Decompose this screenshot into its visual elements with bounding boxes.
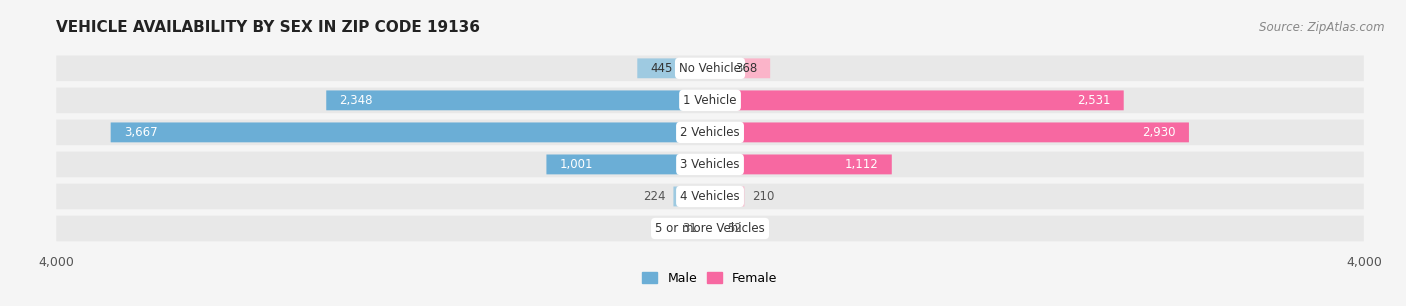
FancyBboxPatch shape: [56, 120, 1364, 145]
Text: 1 Vehicle: 1 Vehicle: [683, 94, 737, 107]
FancyBboxPatch shape: [710, 91, 1123, 110]
Text: 2,930: 2,930: [1142, 126, 1175, 139]
Text: No Vehicle: No Vehicle: [679, 62, 741, 75]
FancyBboxPatch shape: [56, 151, 1364, 177]
Legend: Male, Female: Male, Female: [637, 267, 783, 290]
Text: 4 Vehicles: 4 Vehicles: [681, 190, 740, 203]
Text: VEHICLE AVAILABILITY BY SEX IN ZIP CODE 19136: VEHICLE AVAILABILITY BY SEX IN ZIP CODE …: [56, 20, 481, 35]
Text: 445: 445: [651, 62, 672, 75]
Text: 3,667: 3,667: [124, 126, 157, 139]
Text: 224: 224: [643, 190, 665, 203]
Text: 1,112: 1,112: [845, 158, 879, 171]
FancyBboxPatch shape: [56, 88, 1364, 113]
FancyBboxPatch shape: [111, 122, 710, 142]
Text: 31: 31: [682, 222, 697, 235]
Text: 2,348: 2,348: [339, 94, 373, 107]
FancyBboxPatch shape: [547, 155, 710, 174]
FancyBboxPatch shape: [710, 187, 744, 206]
FancyBboxPatch shape: [56, 216, 1364, 241]
Text: 2,531: 2,531: [1077, 94, 1111, 107]
Text: 210: 210: [752, 190, 775, 203]
FancyBboxPatch shape: [56, 184, 1364, 209]
Text: Source: ZipAtlas.com: Source: ZipAtlas.com: [1260, 21, 1385, 34]
Text: 1,001: 1,001: [560, 158, 593, 171]
Text: 3 Vehicles: 3 Vehicles: [681, 158, 740, 171]
FancyBboxPatch shape: [673, 187, 710, 206]
FancyBboxPatch shape: [710, 122, 1189, 142]
FancyBboxPatch shape: [326, 91, 710, 110]
FancyBboxPatch shape: [710, 58, 770, 78]
Text: 5 or more Vehicles: 5 or more Vehicles: [655, 222, 765, 235]
FancyBboxPatch shape: [710, 218, 718, 238]
Text: 52: 52: [727, 222, 741, 235]
FancyBboxPatch shape: [704, 218, 710, 238]
FancyBboxPatch shape: [637, 58, 710, 78]
Text: 2 Vehicles: 2 Vehicles: [681, 126, 740, 139]
Text: 368: 368: [735, 62, 756, 75]
FancyBboxPatch shape: [56, 55, 1364, 81]
FancyBboxPatch shape: [710, 155, 891, 174]
